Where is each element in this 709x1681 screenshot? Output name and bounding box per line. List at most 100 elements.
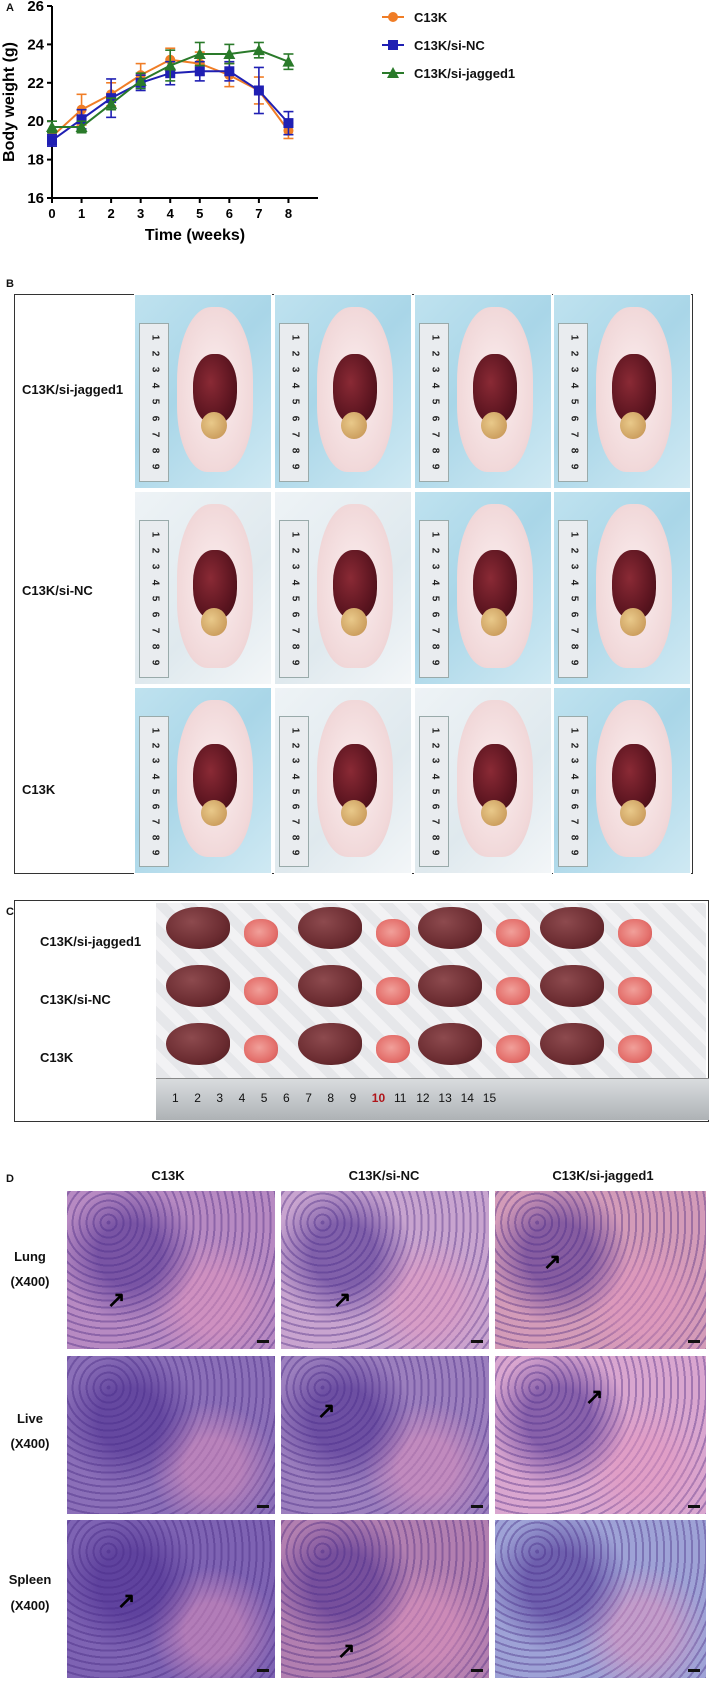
ruler: 1 2 3 4 5 6 7 8 9 [558,323,588,482]
scale-bar [471,1340,483,1343]
ruler-number: 2 [149,742,161,749]
ruler-number: 6 [429,803,441,810]
histology-tile: ↗ [280,1190,490,1350]
tumor-organ [333,353,377,424]
ruler-number: 3 [289,758,301,764]
panel-d-col-label-c13k: C13K [151,1168,185,1183]
data-point-si-jagged1 [75,120,88,132]
lung-specimen [244,977,278,1005]
x-tick-label: 8 [285,206,292,221]
ruler-number: 6 [568,803,580,810]
data-point-si-nc [76,114,87,125]
ruler-number: 1 [429,727,441,734]
intestine [481,800,507,827]
ruler-number: 8 [568,643,580,650]
steel-ruler-number: 3 [216,1091,224,1105]
ruler-number: 7 [149,819,161,825]
y-axis-label: Body weight (g) [1,42,18,162]
scale-bar [471,1669,483,1672]
histology-tile [66,1355,276,1515]
ruler-number: 3 [429,366,441,373]
lung-specimen [618,977,652,1005]
ruler-number: 2 [289,547,301,554]
ruler-number: 8 [568,447,580,454]
mouse-photo: 1 2 3 4 5 6 7 8 9 [274,687,412,874]
tumor-organ [333,550,377,621]
ruler-number: 9 [289,849,301,856]
ruler-number: 9 [429,659,441,666]
steel-ruler-number: 2 [194,1091,201,1105]
ruler-number: 6 [568,611,580,618]
data-point-si-nc [47,135,57,146]
ruler-number: 4 [568,579,580,586]
lung-specimen [244,1035,278,1063]
ruler-number: 5 [429,595,441,602]
ruler-number: 3 [289,366,301,373]
ruler: 1 2 3 4 5 6 7 8 9 [419,716,449,867]
ruler-number: 6 [429,415,441,421]
ruler-number: 5 [289,788,301,795]
tumor-organ [473,550,517,621]
ruler-number: 7 [149,627,161,634]
ruler-number: 6 [289,611,301,618]
ruler-number: 4 [429,383,441,389]
y-tick-label: 20 [27,113,44,130]
ruler-number: 8 [289,834,301,840]
legend-item-si-jagged1: C13K/si-jagged1 [414,66,516,81]
ruler: 1 2 3 4 5 6 7 8 9 [139,716,169,867]
data-point-si-nc [253,85,264,96]
panel-letter-a: A [6,2,14,14]
histology-tile [494,1519,707,1679]
organ-tray-photo: 1 2 3 4 5 6 7 8 9 10 11 12 13 14 15 [156,903,709,1120]
ruler-number: 8 [429,834,441,840]
mouse-photo: 1 2 3 4 5 6 7 8 9 [414,294,552,489]
ruler-number: 7 [289,431,301,437]
intestine [481,608,507,636]
steel-ruler-number: 5 [260,1091,268,1105]
y-tick-label: 26 [27,0,44,15]
x-tick-label: 3 [137,206,144,221]
lung-specimen [618,1035,652,1063]
intestine [201,800,227,827]
data-point-si-jagged1 [105,97,118,109]
ruler-number: 1 [149,727,161,734]
ruler-number: 7 [289,627,301,634]
liver-specimen [166,965,230,1007]
mouse-photo: 1 2 3 4 5 6 7 8 9 [134,491,272,685]
ruler-number: 5 [429,788,441,795]
lung-specimen [244,919,278,947]
x-tick-label: 0 [48,206,55,221]
panel-c-row-label-si-jagged1: C13K/si-jagged1 [40,934,142,949]
legend-item-si-nc: C13K/si-NC [414,38,485,53]
panel-d-col-label-si-jagged1: C13K/si-jagged1 [552,1168,654,1183]
ruler-number: 7 [568,819,580,825]
ruler-number: 3 [429,758,441,764]
panel-b-row-label-si-jagged1: C13K/si-jagged1 [22,382,124,397]
ruler-number: 4 [149,383,161,389]
arrow-icon: ↗ [117,1588,136,1613]
ruler-number: 1 [568,727,580,734]
data-point-si-jagged1 [282,55,295,67]
ruler-number: 9 [149,659,161,666]
data-point-si-nc [224,66,235,77]
steel-ruler-number: 14 [460,1091,474,1105]
ruler-number: 5 [289,595,301,602]
steel-ruler-number: 10 [371,1091,386,1105]
intestine [620,412,646,440]
lung-specimen [618,919,652,947]
panel-d-row-tissue-live: Live [16,1411,43,1426]
tumor-organ [612,550,656,621]
ruler-number: 4 [289,579,301,586]
ruler-number: 8 [429,447,441,454]
ruler: 1 2 3 4 5 6 7 8 9 [279,323,309,482]
ruler-number: 7 [568,627,580,634]
steel-ruler-number: 13 [438,1091,452,1105]
scale-bar [257,1669,269,1672]
body-weight-chart: 0 1 2 3 4 5 6 7 8 16 18 20 22 24 26 Time (weeks) Body we… [1,0,404,244]
steel-ruler-number: 8 [327,1091,335,1105]
ruler-number: 5 [149,399,161,405]
lung-specimen [376,977,410,1005]
intestine [620,608,646,636]
liver-specimen [418,907,482,949]
ruler-number: 8 [429,643,441,650]
